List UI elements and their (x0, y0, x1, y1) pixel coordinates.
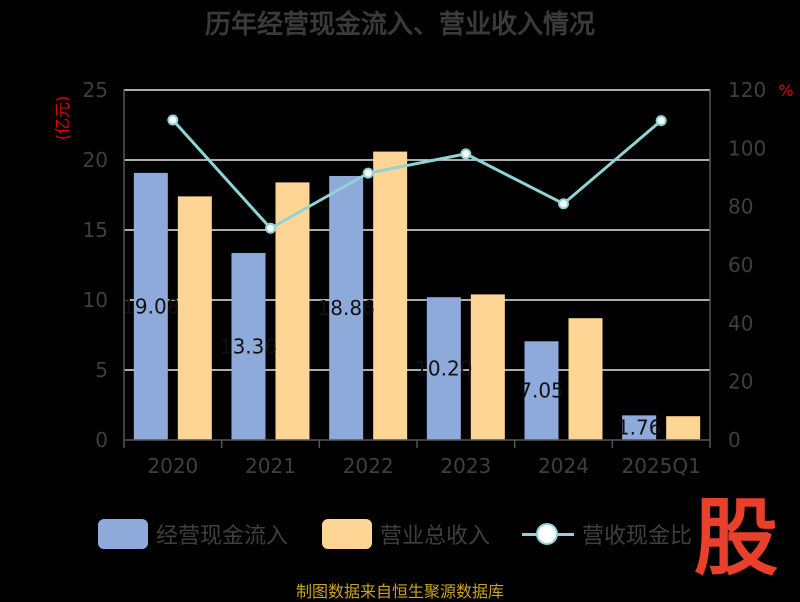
line-point-ratio (460, 148, 472, 160)
watermark-logo: 股 (694, 489, 779, 587)
legend-item-revenue[interactable]: 营业总收入 (322, 514, 490, 554)
y-left-tick-label: 10 (83, 288, 108, 312)
line-point-ratio (558, 198, 569, 210)
source-footer: 制图数据来自恒生聚源数据库 (295, 582, 504, 601)
bar-revenue (177, 196, 212, 440)
x-tick-label: 2020 (147, 454, 198, 478)
y-left-tick-label: 25 (83, 78, 108, 102)
y-right-tick-label: 100 (728, 136, 766, 160)
y-right-tick-label: 60 (728, 253, 753, 277)
bar-cash-inflow (524, 341, 559, 440)
y-left-tick-label: 0 (95, 428, 108, 452)
line-point-ratio (655, 115, 667, 127)
legend-swatch-revenue (322, 519, 372, 549)
legend-swatch-cash-inflow (98, 519, 148, 549)
legend-label-ratio: 营收现金比 (582, 524, 693, 549)
bar-cash-inflow (426, 297, 461, 440)
y-right-tick-label: 120 (728, 78, 766, 102)
y-left-tick-label: 5 (95, 358, 108, 382)
x-tick-label: 2021 (245, 454, 296, 478)
legend-item-cash-inflow[interactable]: 经营现金流入 (98, 514, 288, 554)
bar-revenue (373, 151, 408, 440)
bar-revenue (470, 294, 505, 440)
x-tick-label: 2022 (343, 454, 394, 478)
bar-revenue (666, 416, 701, 440)
bar-cash-inflow (622, 415, 657, 440)
y-right-tick-label: 40 (728, 311, 753, 335)
legend-label-revenue: 营业总收入 (380, 524, 491, 549)
legend-swatch-ratio (522, 519, 574, 549)
data-label-cash-inflow: 19.08 (122, 294, 179, 318)
legend: 经营现金流入 营业总收入 营收现金比 (0, 514, 800, 554)
x-tick-label: 2023 (440, 454, 491, 478)
x-tick-label: 2025Q1 (621, 454, 700, 478)
line-ratio (171, 119, 663, 231)
bar-revenue (568, 318, 603, 440)
y-left-tick-label: 15 (83, 218, 108, 242)
bar-revenue (275, 182, 310, 440)
data-label-cash-inflow: 7.05 (519, 379, 564, 403)
data-label-cash-inflow: 10.20 (415, 357, 472, 381)
line-point-ratio (167, 114, 179, 126)
y-right-tick-label: 20 (728, 370, 753, 394)
data-label-cash-inflow: 1.76 (617, 416, 662, 440)
data-label-cash-inflow: 13.36 (220, 334, 277, 358)
y-left-tick-label: 20 (83, 148, 108, 172)
bar-cash-inflow (231, 252, 266, 440)
line-point-ratio (265, 222, 276, 234)
bar-cash-inflow (329, 175, 364, 440)
data-label-cash-inflow: 18.86 (318, 296, 375, 320)
bar-cash-inflow (133, 172, 168, 440)
legend-item-ratio[interactable]: 营收现金比 (522, 514, 692, 554)
right-unit-label: % (778, 81, 793, 100)
x-tick-label: 2024 (538, 454, 589, 478)
left-unit-label: (亿元) (53, 96, 72, 141)
legend-label-cash-inflow: 经营现金流入 (156, 524, 289, 549)
line-point-ratio (362, 167, 374, 179)
chart-title: 历年经营现金流入、营业收入情况 (204, 10, 595, 40)
y-right-tick-label: 0 (728, 428, 741, 452)
y-right-tick-label: 80 (728, 195, 753, 219)
